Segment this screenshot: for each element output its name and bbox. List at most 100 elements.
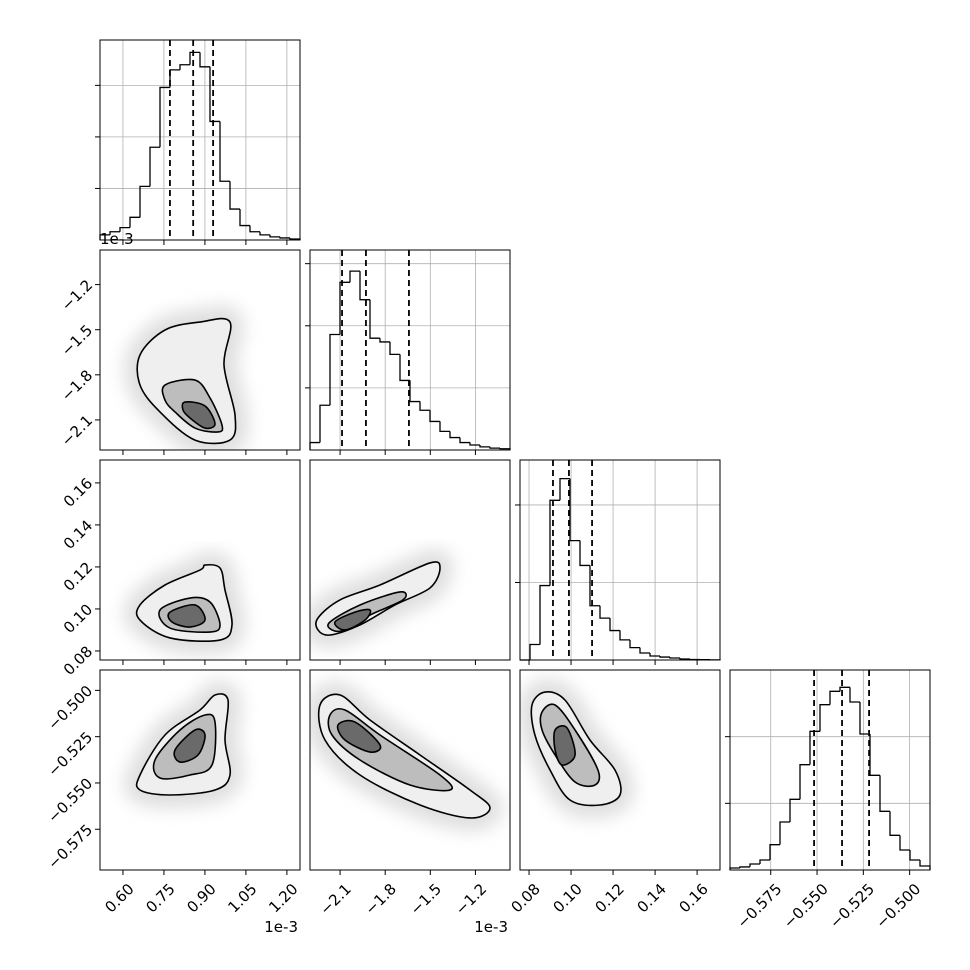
x-tick-label: −1.5 bbox=[407, 880, 445, 918]
hist-bin bbox=[399, 354, 410, 382]
panel bbox=[310, 681, 504, 831]
y-tick-label: −0.575 bbox=[44, 821, 96, 873]
hist-bin bbox=[539, 584, 550, 645]
hist-bin bbox=[549, 499, 560, 586]
x-tick-label: 0.14 bbox=[633, 880, 669, 916]
hist-bin bbox=[279, 236, 290, 239]
hist-bin bbox=[319, 404, 330, 443]
panel-frame bbox=[99, 669, 301, 871]
y-tick-label: 0.14 bbox=[60, 516, 96, 552]
panel-frame bbox=[729, 669, 931, 871]
panel-frame bbox=[99, 39, 301, 241]
y-tick-label: −0.500 bbox=[44, 682, 96, 734]
y-tick-label: −0.550 bbox=[44, 774, 96, 826]
hist-bin bbox=[919, 860, 931, 870]
x-tick-label: 1.05 bbox=[224, 880, 260, 916]
hist-bin bbox=[439, 421, 450, 433]
y-offset-text: 1e-3 bbox=[100, 230, 134, 248]
hist-bin bbox=[429, 410, 440, 423]
x-tick-label: 1.20 bbox=[265, 880, 301, 916]
contour bbox=[553, 725, 576, 766]
panel-frame bbox=[309, 249, 511, 451]
hist-bin bbox=[679, 657, 690, 660]
hist-bin bbox=[619, 630, 630, 641]
hist-bin bbox=[449, 431, 460, 439]
hist-bin bbox=[199, 52, 210, 68]
y-tick-label: −1.2 bbox=[58, 276, 96, 314]
y-tick-label: −1.8 bbox=[58, 366, 96, 404]
hist-bin bbox=[889, 811, 900, 836]
hist-bin bbox=[489, 446, 500, 449]
hist-bin bbox=[649, 653, 660, 657]
hist-bin bbox=[859, 702, 870, 735]
x-tick-label: −2.1 bbox=[316, 880, 354, 918]
hist-bin bbox=[159, 86, 170, 148]
x-tick-label: 0.08 bbox=[507, 880, 543, 916]
hist-bin bbox=[119, 226, 130, 232]
hist-bin bbox=[239, 209, 250, 227]
x-tick-label: −0.525 bbox=[826, 880, 878, 932]
hist-bin bbox=[739, 866, 750, 868]
y-tick-label: −1.5 bbox=[58, 321, 96, 359]
hist-bin bbox=[169, 69, 180, 88]
panel bbox=[123, 551, 246, 655]
hist-bin bbox=[209, 66, 220, 123]
x-offset-text: 1e-3 bbox=[474, 918, 508, 936]
hist-bin bbox=[849, 687, 860, 703]
hist-bin bbox=[799, 764, 810, 800]
x-tick-label: −0.550 bbox=[780, 880, 832, 932]
y-tick-label: −2.1 bbox=[58, 411, 96, 449]
y-tick-label: 0.16 bbox=[60, 474, 96, 510]
hist-bin bbox=[189, 51, 200, 65]
hist-bin bbox=[589, 565, 600, 607]
y-tick-label: −0.525 bbox=[44, 728, 96, 780]
x-tick-label: 0.16 bbox=[676, 880, 712, 916]
hist-bin bbox=[599, 605, 610, 619]
hist-bin bbox=[909, 850, 920, 861]
hist-bin bbox=[109, 231, 120, 235]
hist-bin bbox=[389, 341, 400, 355]
y-tick-label: 0.12 bbox=[60, 558, 96, 594]
hist-bin bbox=[819, 704, 830, 732]
panel bbox=[124, 305, 249, 450]
x-tick-label: −0.575 bbox=[734, 880, 786, 932]
hist-bin bbox=[829, 690, 840, 705]
hist-bin bbox=[759, 859, 770, 864]
contour bbox=[167, 603, 206, 628]
hist-bin bbox=[899, 835, 910, 851]
hist-bin bbox=[459, 437, 470, 444]
contour bbox=[336, 719, 382, 753]
panel-frame bbox=[99, 459, 301, 661]
hist-bin bbox=[329, 333, 340, 406]
x-tick-label: −1.8 bbox=[361, 880, 399, 918]
x-tick-label: 0.60 bbox=[101, 880, 137, 916]
hist-bin bbox=[419, 401, 430, 411]
hist-bin bbox=[669, 657, 680, 659]
x-tick-label: 0.75 bbox=[142, 880, 178, 916]
hist-bin bbox=[629, 639, 640, 649]
hist-bin bbox=[349, 270, 360, 283]
y-tick-label: 0.10 bbox=[60, 600, 96, 636]
hist-bin bbox=[229, 181, 240, 210]
panel-frame bbox=[309, 669, 511, 871]
hist-bin bbox=[269, 234, 280, 238]
hist-bin bbox=[219, 121, 230, 182]
panel bbox=[310, 549, 454, 649]
hist-bin bbox=[579, 540, 590, 567]
contour bbox=[333, 608, 372, 631]
hist-bin bbox=[129, 216, 140, 228]
panel bbox=[520, 678, 634, 819]
hist-bin bbox=[869, 734, 880, 776]
panel-frame bbox=[99, 249, 301, 451]
contour bbox=[173, 728, 206, 763]
hist-bin bbox=[659, 655, 670, 658]
hist-bin bbox=[569, 478, 580, 542]
panel-frame bbox=[519, 459, 721, 661]
hist-bin bbox=[639, 647, 650, 654]
panel-frame bbox=[309, 459, 511, 661]
hist-bin bbox=[529, 643, 540, 660]
hist-bin bbox=[879, 775, 890, 812]
hist-bin bbox=[379, 338, 390, 343]
hist-bin bbox=[839, 686, 850, 692]
